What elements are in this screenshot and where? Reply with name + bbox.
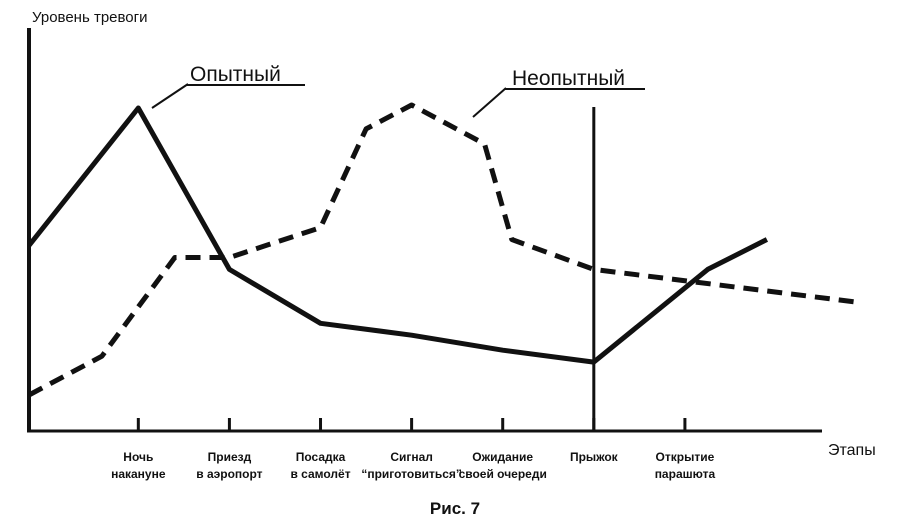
x-tick-label-line: в аэропорт xyxy=(196,467,262,481)
x-tick-labels: Ночь накануне Приезд в аэропорт Посадка в сам… xyxy=(111,450,715,481)
x-tick-label: Прыжок xyxy=(570,450,619,464)
x-tick-label: Ожидание своей очереди xyxy=(459,450,547,481)
x-tick-label-line: Приезд xyxy=(208,450,252,464)
x-tick-label-line: Сигнал xyxy=(390,450,433,464)
chart-axes xyxy=(27,28,822,433)
x-tick-label: Открытие парашюта xyxy=(655,450,716,481)
x-tick-label-line: “приготовиться” xyxy=(361,467,462,481)
series-label-neopytny: Неопытный xyxy=(512,67,625,90)
x-tick-label-line: накануне xyxy=(111,467,166,481)
x-tick-label-line: Ожидание xyxy=(472,450,533,464)
x-tick-label-line: Ночь xyxy=(123,450,153,464)
series-label-opytny: Опытный xyxy=(190,63,281,86)
figure-caption: Рис. 7 xyxy=(430,499,480,518)
x-tick-label-line: Открытие xyxy=(656,450,715,464)
x-tick-label-line: в самолёт xyxy=(290,467,350,481)
x-tick-label: Посадка в самолёт xyxy=(290,450,350,481)
y-axis-label: Уровень тревоги xyxy=(32,9,148,26)
x-tick-label: Сигнал “приготовиться” xyxy=(361,450,462,481)
x-tick-label-line: Прыжок xyxy=(570,450,619,464)
x-ticks xyxy=(136,418,687,431)
x-tick-label-line: парашюта xyxy=(655,467,716,481)
series-lines xyxy=(27,102,859,398)
x-tick-label: Ночь накануне xyxy=(111,450,166,481)
series-line-opytny xyxy=(27,105,769,365)
leader-line-neopytny xyxy=(472,87,507,118)
x-tick-label-line: своей очереди xyxy=(459,467,547,481)
x-tick-label-line: Посадка xyxy=(296,450,346,464)
series-line-neopytny xyxy=(27,102,859,398)
leader-line-opytny xyxy=(151,83,189,109)
x-tick-label: Приезд в аэропорт xyxy=(196,450,262,481)
x-axis-label: Этапы xyxy=(828,442,876,459)
